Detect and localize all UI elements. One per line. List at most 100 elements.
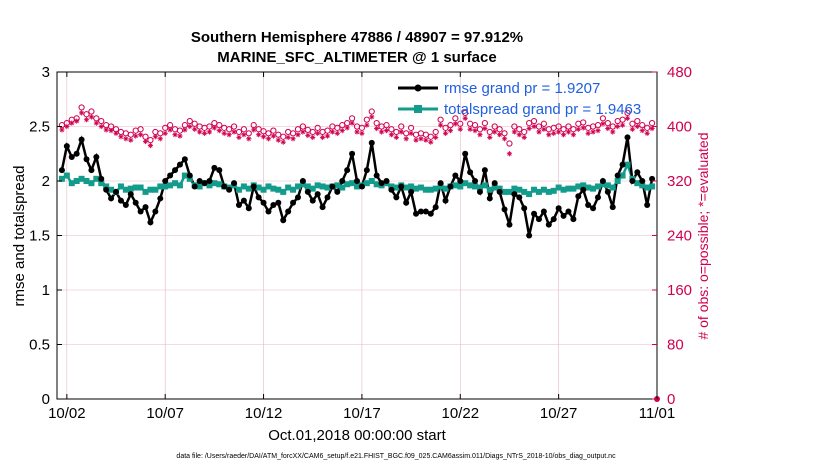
- obs-evaluated-point: [605, 125, 611, 132]
- rmse-point: [231, 180, 238, 187]
- totalspread-point: [545, 188, 552, 195]
- obs-possible-point: [78, 104, 85, 111]
- obs-evaluated-point: [344, 125, 350, 131]
- obs-evaluated-point: [177, 133, 183, 139]
- obs-possible-point: [216, 122, 223, 129]
- obs-possible-point: [629, 120, 636, 127]
- obs-evaluated-point: [275, 137, 281, 143]
- obs-possible-point: [230, 123, 238, 130]
- obs-possible-point: [206, 123, 213, 130]
- obs-possible-point: [407, 124, 415, 131]
- legend-spread-marker: [414, 105, 422, 113]
- totalspread-point: [403, 184, 410, 191]
- obs-evaluated-point: [305, 132, 311, 138]
- rmse-point: [476, 188, 483, 195]
- rmse-point: [344, 167, 351, 174]
- obs-possible-point: [491, 123, 498, 130]
- legend-spread-label: totalspread grand pr = 1.9463: [444, 101, 641, 118]
- obs-possible-point: [398, 123, 405, 130]
- rmse-point: [496, 188, 503, 195]
- obs-evaluated-point: [433, 134, 439, 140]
- obs-possible-point: [644, 124, 651, 131]
- obs-evaluated-point: [295, 132, 301, 138]
- rmse-point: [585, 201, 592, 208]
- obs-evaluated-point: [192, 126, 198, 132]
- rmse-point: [472, 178, 479, 184]
- rmse-point: [250, 183, 257, 190]
- obs-evaluated-point: [300, 129, 306, 135]
- rmse-point: [417, 208, 424, 215]
- obs-evaluated-point: [531, 123, 537, 130]
- rmse-point: [113, 188, 120, 195]
- rmse-point: [442, 197, 449, 204]
- legend-rmse-marker: [414, 84, 422, 92]
- obs-evaluated-point: [615, 123, 621, 130]
- rmse-point: [117, 197, 124, 204]
- y-right-tick-label: 240: [667, 228, 692, 245]
- obs-possible-point: [226, 126, 233, 133]
- rmse-point: [334, 188, 341, 195]
- totalspread-point: [594, 183, 601, 190]
- obs-possible-point: [580, 119, 587, 126]
- obs-possible-point: [476, 126, 484, 133]
- totalspread-point: [614, 178, 621, 184]
- totalspread-point: [196, 183, 203, 190]
- totalspread-point: [344, 181, 351, 188]
- obs-evaluated-point: [329, 129, 336, 135]
- obs-evaluated-point: [403, 136, 409, 142]
- rmse-point: [132, 199, 139, 206]
- obs-evaluated-point: [580, 125, 586, 131]
- rmse-point: [575, 193, 582, 200]
- obs-possible-point: [235, 128, 243, 136]
- obs-evaluated-point: [477, 132, 483, 138]
- totalspread-point: [521, 188, 528, 195]
- obs-evaluated-point: [428, 139, 434, 145]
- obs-evaluated-point: [324, 133, 331, 139]
- totalspread-point: [422, 186, 429, 193]
- totalspread-point: [58, 175, 65, 182]
- obs-possible-point: [162, 124, 169, 131]
- rmse-point: [491, 180, 498, 187]
- totalspread-point: [147, 186, 154, 193]
- obs-evaluated-point: [290, 136, 296, 142]
- totalspread-point: [649, 183, 656, 190]
- rmse-point: [555, 205, 562, 212]
- totalspread-point: [467, 182, 474, 189]
- rmse-point: [275, 199, 282, 206]
- rmse-point: [98, 175, 105, 182]
- obs-possible-point: [245, 130, 252, 137]
- rmse-point: [152, 208, 159, 215]
- totalspread-point: [599, 181, 606, 188]
- obs-evaluated-point: [378, 129, 385, 135]
- line-series: [58, 134, 656, 239]
- totalspread-point: [117, 183, 124, 190]
- obs-possible-point: [481, 119, 488, 127]
- obs-possible-point: [565, 123, 572, 130]
- totalspread-point: [413, 185, 420, 192]
- rmse-point: [516, 194, 523, 201]
- obs-evaluated-point: [442, 130, 449, 136]
- totalspread-point: [255, 184, 262, 191]
- totalspread-point: [491, 184, 498, 191]
- footer-data-file: data file: /Users/raeder/DAI/ATM_forcXX/…: [176, 453, 616, 460]
- totalspread-point: [172, 180, 179, 187]
- x-tick-label: 11/01: [639, 405, 675, 422]
- obs-evaluated-point: [118, 134, 124, 140]
- rmse-point: [481, 167, 488, 174]
- totalspread-point: [437, 183, 444, 190]
- obs-evaluated-point: [364, 122, 370, 128]
- totalspread-point: [103, 183, 110, 190]
- rmse-point: [88, 167, 95, 174]
- obs-possible-point: [363, 116, 370, 123]
- rmse-point: [432, 204, 439, 211]
- y-axis-right-label: # of obs: o=possible; *=evaluated: [695, 132, 711, 339]
- obs-evaluated-point: [236, 134, 242, 140]
- obs-possible-point: [358, 124, 366, 131]
- obs-possible-point: [521, 128, 528, 136]
- obs-possible-point: [639, 122, 646, 129]
- obs-possible-point: [294, 126, 302, 133]
- rmse-point: [260, 199, 267, 206]
- y-axis-left-ticks: 0 0.5 1 1.5 2 2.5 3: [29, 64, 62, 408]
- rmse-point: [78, 136, 85, 143]
- obs-evaluated-point: [319, 134, 326, 140]
